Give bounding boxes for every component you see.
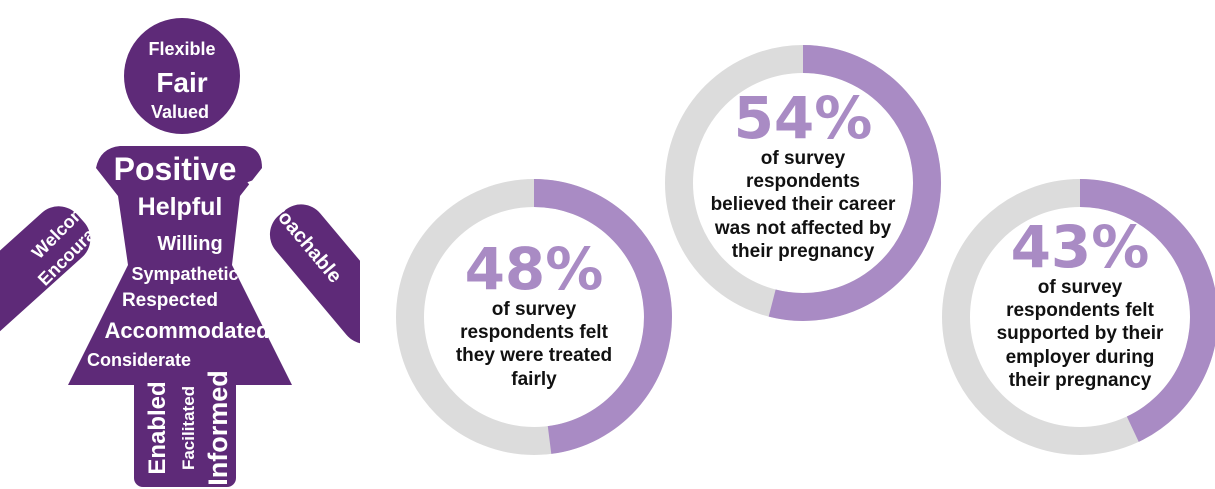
ring-graphic	[942, 179, 1215, 455]
figure-head	[124, 18, 240, 134]
figure-left-arm	[0, 206, 91, 345]
ring-chart-supported-by-employer: 43% of survey respondents felt supported…	[941, 178, 1215, 456]
word-informed: Informed	[203, 370, 233, 486]
word-fair: Fair	[156, 67, 207, 98]
ring-chart-treated-fairly: 48% of survey respondents felt they were…	[395, 178, 673, 456]
word-accommodated: Accommodated	[104, 318, 269, 343]
word-valued: Valued	[151, 102, 209, 122]
ring-value-arc	[768, 45, 941, 321]
percent-label: 43%	[1010, 213, 1150, 281]
woman-figure-illustration: Flexible Fair Valued Positive Helpful Wi…	[0, 18, 360, 487]
figure-right-arm	[269, 204, 360, 344]
ring-caption: of survey respondents believed their car…	[710, 148, 896, 262]
ring-caption: of survey respondents felt supported by …	[996, 277, 1164, 391]
ring-caption: of survey respondents felt they were tre…	[455, 299, 613, 390]
ring-chart-career-not-affected: 54% of survey respondents believed their…	[664, 44, 942, 322]
word-flexible: Flexible	[148, 39, 215, 59]
word-facilitated: Facilitated	[179, 386, 198, 470]
word-considerate: Considerate	[87, 350, 191, 370]
word-enabled: Enabled	[144, 381, 171, 474]
word-positive: Positive	[114, 151, 237, 187]
percent-label: 48%	[464, 235, 604, 303]
ring-graphic	[396, 179, 672, 455]
ring-value-arc	[533, 179, 672, 454]
figure-body	[68, 146, 292, 385]
percent-label: 54%	[733, 84, 873, 152]
word-respected: Respected	[122, 290, 218, 311]
word-sympathetic: Sympathetic	[131, 264, 238, 284]
ring-graphic	[665, 45, 941, 321]
figure-legs	[134, 370, 236, 487]
word-helpful: Helpful	[138, 193, 223, 221]
word-willing: Willing	[157, 233, 222, 255]
ring-value-arc	[1079, 179, 1215, 442]
